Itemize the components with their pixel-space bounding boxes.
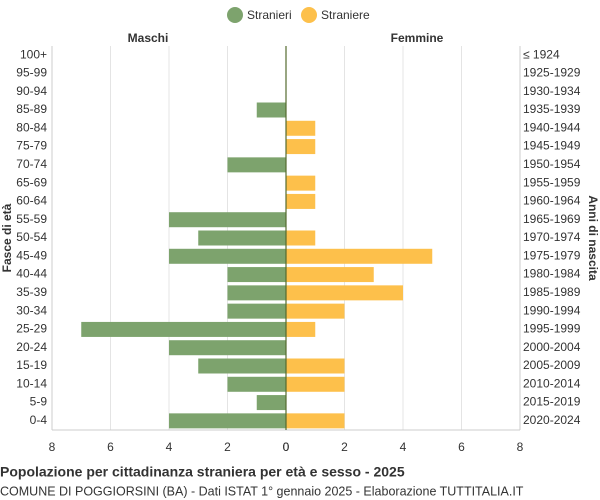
bar (169, 413, 286, 429)
y2-tick-label: 1945-1949 (523, 139, 581, 153)
bar (286, 267, 374, 283)
bar (227, 303, 286, 319)
y-tick-label: 60-64 (16, 194, 47, 208)
y-tick-label: 65-69 (16, 175, 47, 189)
y2-tick-label: 1990-1994 (523, 303, 581, 317)
bar (227, 376, 286, 392)
y2-tick-label: 1970-1974 (523, 230, 581, 244)
y2-tick-label: 2005-2009 (523, 358, 581, 372)
bar (169, 248, 286, 264)
y2-tick-label: 1975-1979 (523, 248, 581, 262)
y-tick-label: 80-84 (16, 120, 47, 134)
bar (256, 395, 286, 411)
y-tick-label: 20-24 (16, 340, 47, 354)
legend-marker (227, 7, 243, 23)
bar (286, 248, 433, 264)
y-tick-label: 10-14 (16, 376, 47, 390)
y-tick-label: 5-9 (30, 395, 48, 409)
bar (227, 285, 286, 301)
bar (169, 340, 286, 356)
y-tick-label: 95-99 (16, 66, 47, 80)
y-tick-label: 75-79 (16, 139, 47, 153)
y-tick-label: 0-4 (30, 413, 48, 427)
legend-label: Straniere (321, 8, 370, 22)
y-tick-label: 45-49 (16, 248, 47, 262)
bar (169, 212, 286, 228)
y-tick-label: 50-54 (16, 230, 47, 244)
bar (286, 358, 345, 374)
y-tick-label: 15-19 (16, 358, 47, 372)
y-tick-label: 40-44 (16, 267, 47, 281)
x-tick-label: 0 (283, 440, 290, 454)
y-tick-label: 25-29 (16, 322, 47, 336)
y2-tick-label: 2000-2004 (523, 340, 581, 354)
x-tick-label: 8 (517, 440, 524, 454)
y2-tick-label: 1925-1929 (523, 66, 581, 80)
y2-tick-label: 1995-1999 (523, 322, 581, 336)
y2-tick-label: 1965-1969 (523, 212, 581, 226)
x-tick-label: 6 (107, 440, 114, 454)
bar (286, 139, 316, 155)
bar (286, 303, 345, 319)
y2-tick-label: 1960-1964 (523, 194, 581, 208)
y-tick-label: 70-74 (16, 157, 47, 171)
x-tick-label: 0 (283, 440, 290, 454)
left-header: Maschi (128, 31, 169, 45)
bar (81, 321, 286, 337)
right-header: Femmine (391, 31, 444, 45)
y-tick-label: 85-89 (16, 102, 47, 116)
y2-tick-label: 1950-1954 (523, 157, 581, 171)
x-tick-label: 6 (458, 440, 465, 454)
y2-tick-label: 2020-2024 (523, 413, 581, 427)
bar (256, 102, 286, 118)
y2-tick-label: 1940-1944 (523, 120, 581, 134)
x-tick-label: 4 (166, 440, 173, 454)
bar (286, 376, 345, 392)
bar (286, 321, 316, 337)
y2-tick-label: 2015-2019 (523, 395, 581, 409)
legend-label: Stranieri (247, 8, 292, 22)
y2-tick-label: 1980-1984 (523, 267, 581, 281)
bar (227, 157, 286, 173)
bar (286, 230, 316, 246)
bar (198, 230, 286, 246)
y2-tick-label: 1985-1989 (523, 285, 581, 299)
y-tick-label: 35-39 (16, 285, 47, 299)
x-tick-label: 8 (49, 440, 56, 454)
y-tick-label: 100+ (20, 47, 47, 61)
bar (286, 285, 403, 301)
y2-tick-label: ≤ 1924 (523, 47, 560, 61)
bar (286, 413, 345, 429)
bar (286, 193, 316, 209)
bar (227, 267, 286, 283)
y2-tick-label: 1935-1939 (523, 102, 581, 116)
chart-subtitle: COMUNE DI POGGIORSINI (BA) - Dati ISTAT … (0, 484, 524, 498)
bar (286, 120, 316, 136)
y2-tick-label: 1955-1959 (523, 175, 581, 189)
y-axis-title: Fasce di età (0, 203, 14, 272)
y-tick-label: 30-34 (16, 303, 47, 317)
y2-tick-label: 1930-1934 (523, 84, 581, 98)
x-tick-label: 2 (224, 440, 231, 454)
bar (198, 358, 286, 374)
legend-marker (301, 7, 317, 23)
x-tick-label: 4 (400, 440, 407, 454)
chart-title: Popolazione per cittadinanza straniera p… (0, 464, 405, 480)
y-tick-label: 55-59 (16, 212, 47, 226)
y-tick-label: 90-94 (16, 84, 47, 98)
y2-tick-label: 2010-2014 (523, 376, 581, 390)
y2-axis-title: Anni di nascita (586, 195, 600, 281)
bar (286, 175, 316, 191)
x-tick-label: 2 (341, 440, 348, 454)
